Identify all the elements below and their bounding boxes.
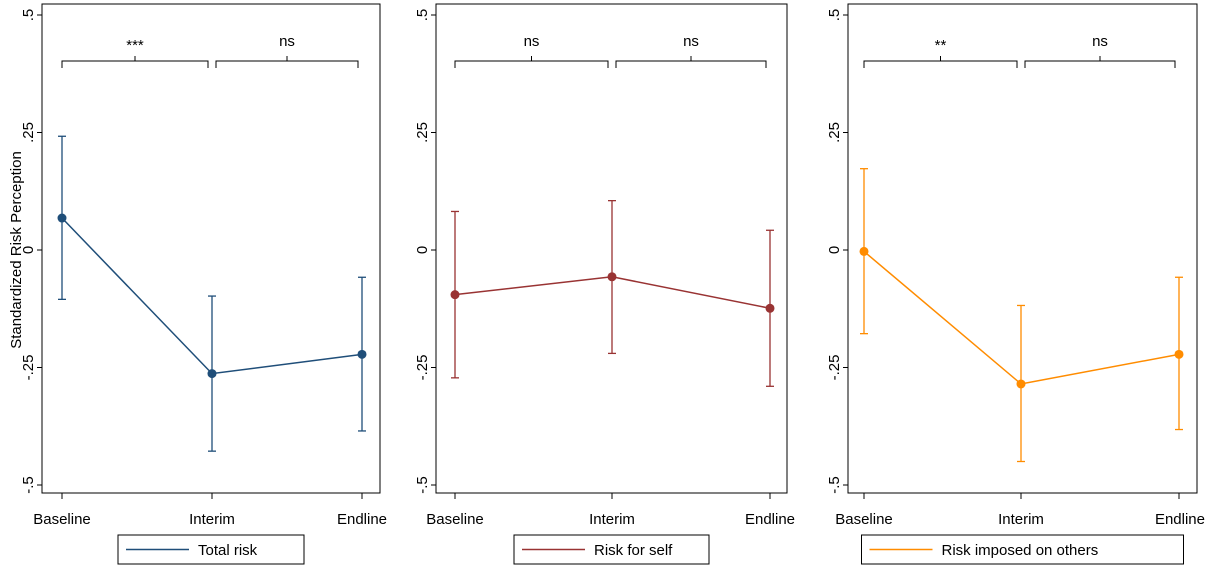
data-point xyxy=(207,369,217,379)
significance-bracket xyxy=(61,60,209,68)
plot-frame xyxy=(41,3,381,494)
y-tick-label: .5 xyxy=(414,9,431,22)
y-tick-label: -.5 xyxy=(826,476,843,494)
data-point xyxy=(1016,379,1026,389)
significance-bracket xyxy=(454,60,609,68)
legend-label: Risk imposed on others xyxy=(942,542,1099,559)
y-tick-label: -.25 xyxy=(826,355,843,381)
x-tick-label: Endline xyxy=(745,511,795,528)
data-point xyxy=(357,349,367,359)
y-tick-label: -.25 xyxy=(20,355,37,381)
data-point xyxy=(57,213,67,223)
significance-bracket xyxy=(615,60,767,68)
data-point xyxy=(1174,349,1184,359)
plot-frame xyxy=(847,3,1198,494)
legend-label: Risk for self xyxy=(594,542,673,559)
significance-label: ns xyxy=(524,33,540,50)
y-tick-label: -.5 xyxy=(20,476,37,494)
data-point xyxy=(607,272,617,282)
significance-label: ns xyxy=(279,33,295,50)
x-tick-label: Endline xyxy=(1155,511,1205,528)
x-tick-label: Baseline xyxy=(835,511,893,528)
y-tick-label: 0 xyxy=(20,246,37,254)
significance-bracket xyxy=(863,60,1018,68)
y-tick-label: .5 xyxy=(826,9,843,22)
significance-label: ns xyxy=(683,33,699,50)
y-tick-label: -.25 xyxy=(414,355,431,381)
x-tick-label: Interim xyxy=(998,511,1044,528)
y-tick-label: .5 xyxy=(20,9,37,22)
data-point xyxy=(450,290,460,300)
x-tick-label: Baseline xyxy=(33,511,91,528)
significance-label: *** xyxy=(126,37,144,54)
legend-box xyxy=(513,534,710,565)
y-tick-label: .25 xyxy=(826,122,843,143)
y-tick-label: -.5 xyxy=(414,476,431,494)
significance-bracket xyxy=(1024,60,1176,68)
x-tick-label: Baseline xyxy=(426,511,484,528)
x-tick-label: Interim xyxy=(189,511,235,528)
significance-bracket xyxy=(215,60,359,68)
y-tick-label: .25 xyxy=(414,122,431,143)
y-tick-label: 0 xyxy=(826,246,843,254)
data-point xyxy=(765,303,775,313)
significance-label: ns xyxy=(1092,33,1108,50)
legend-label: Total risk xyxy=(198,542,258,559)
y-tick-label: 0 xyxy=(414,246,431,254)
y-axis-title: Standardized Risk Perception xyxy=(8,151,25,349)
significance-label: ** xyxy=(935,37,947,54)
y-tick-label: .25 xyxy=(20,122,37,143)
legend-box xyxy=(117,534,305,565)
x-tick-label: Endline xyxy=(337,511,387,528)
x-tick-label: Interim xyxy=(589,511,635,528)
data-point xyxy=(859,246,869,256)
